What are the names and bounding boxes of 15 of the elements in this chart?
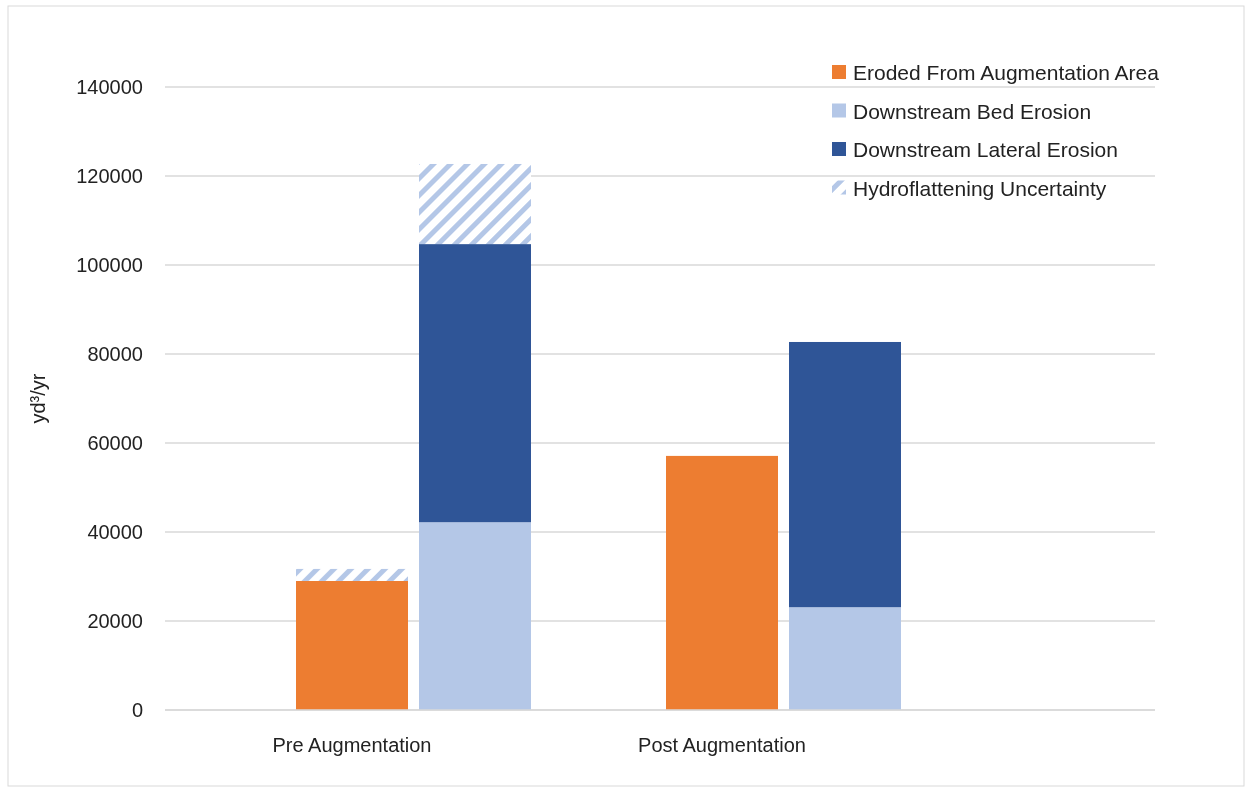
y-tick-label: 60000 [87,431,143,454]
legend-label: Hydroflattening Uncertainty [853,176,1107,200]
y-tick-label: 120000 [76,164,143,187]
legend-label: Downstream Lateral Erosion [853,138,1118,161]
x-tick-label: Post Augmentation [638,734,806,756]
y-tick-label: 100000 [76,253,143,276]
y-tick-label: 80000 [87,342,143,365]
y-tick-label: 0 [131,698,143,721]
y-tick-label: 140000 [76,75,143,98]
legend-label: Eroded From Augmentation Area [853,61,1160,84]
legend-label: Downstream Bed Erosion [853,99,1092,123]
y-tick-label: 20000 [87,609,143,632]
y-axis-title: yd³/yr [27,373,49,424]
y-tick-label: 40000 [87,520,143,543]
x-tick-label: Pre Augmentation [272,734,432,756]
